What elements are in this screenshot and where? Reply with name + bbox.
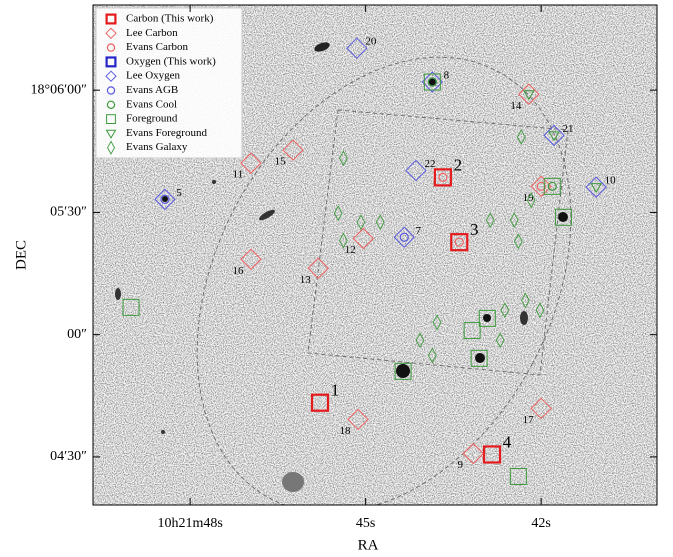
legend: Carbon (This work) Lee Carbon Evans Carbon… (96, 8, 242, 158)
y-tick-label: 00″ (67, 327, 87, 342)
legend-label: Lee Oxygen (126, 70, 181, 82)
point-label: 10 (605, 175, 617, 187)
point-label: 14 (510, 100, 522, 112)
point-label: 9 (458, 459, 464, 471)
legend-label: Evans Carbon (126, 41, 189, 53)
point-label: 22 (424, 158, 435, 170)
y-tick-label: 18°06′00″ (31, 82, 88, 97)
legend-label: Evans Galaxy (126, 141, 188, 153)
legend-label: Foreground (126, 113, 178, 125)
legend-label: Evans AGB (126, 84, 178, 96)
legend-label: Evans Foreground (126, 127, 207, 139)
point-label: 13 (300, 274, 312, 286)
x-tick-label: 42s (531, 516, 550, 531)
point-label: 17 (523, 414, 535, 426)
point-label: 4 (503, 432, 512, 451)
point-label: 21 (563, 123, 574, 135)
x-axis-label: RA (358, 537, 379, 553)
y-tick-label: 04′30″ (50, 449, 87, 464)
chart: RA DEC Carbon (This work) Lee Carbon Evans… (0, 0, 673, 557)
point-label: 5 (176, 187, 182, 199)
legend-label: Lee Carbon (126, 27, 178, 39)
point-label: 7 (416, 225, 422, 237)
legend-label: Carbon (This work) (126, 13, 214, 25)
point-label: 11 (233, 169, 244, 181)
y-axis-label: DEC (13, 240, 29, 270)
point-label: 18 (340, 425, 352, 437)
point-label: 15 (275, 156, 287, 168)
point-label: 8 (444, 70, 450, 82)
point-label: 1 (331, 381, 340, 400)
point-label: 20 (365, 36, 377, 48)
x-tick-label: 10h21m48s (157, 516, 222, 531)
point-label: 12 (345, 244, 356, 256)
legend-label: Oxygen (This work) (126, 55, 216, 67)
y-tick-label: 05′30″ (50, 205, 87, 220)
legend-label: Evans Cool (126, 98, 177, 110)
point-label: 3 (470, 220, 479, 239)
point-label: 16 (232, 265, 244, 277)
x-tick-label: 45s (356, 516, 375, 531)
point-label: 2 (454, 155, 463, 174)
